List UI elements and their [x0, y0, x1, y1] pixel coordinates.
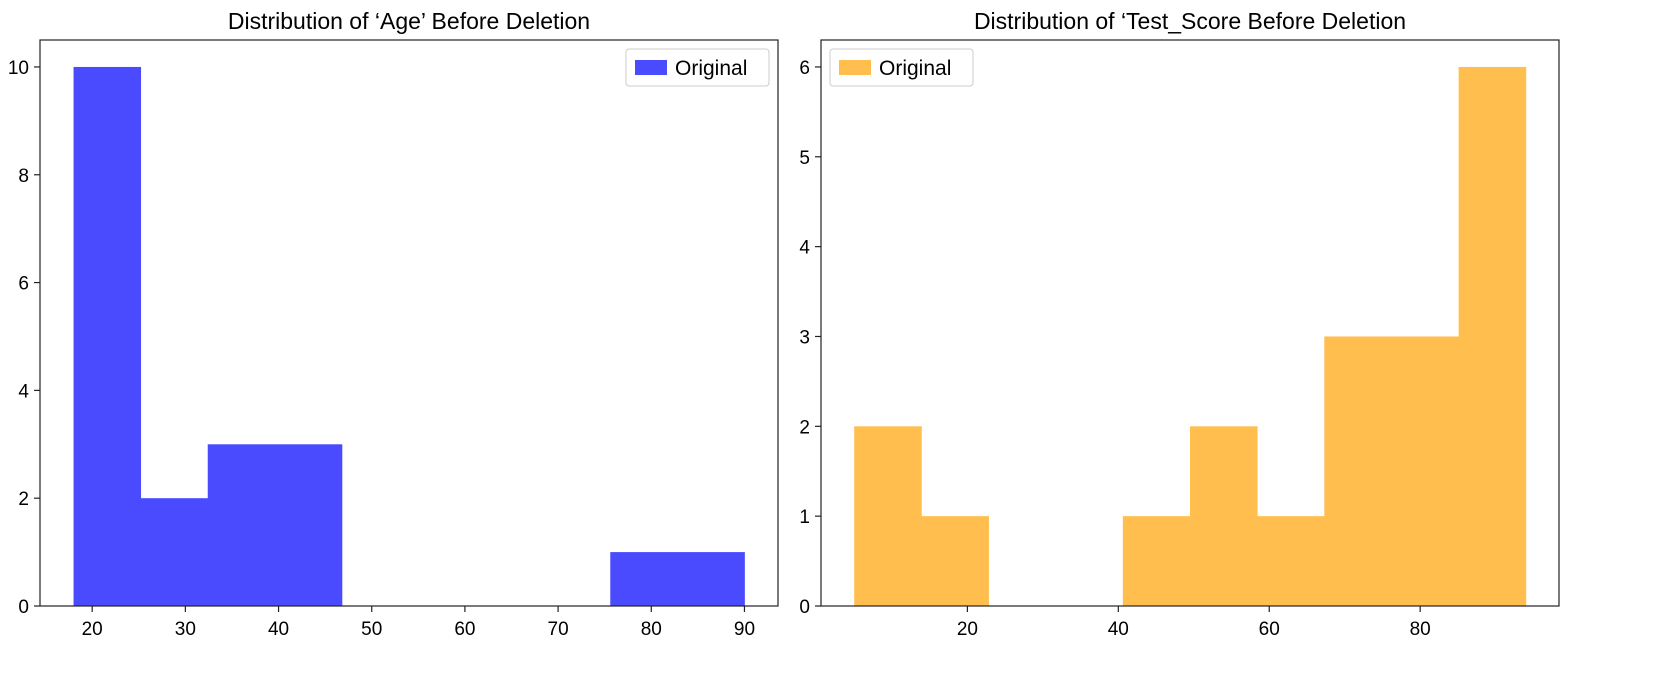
- age-chart-title: Distribution of ‘Age’ Before Deletion: [228, 8, 590, 34]
- age-y-tick-label: 4: [18, 381, 29, 402]
- age-x-tick-label: 40: [268, 619, 289, 640]
- age-bar: [274, 444, 343, 606]
- age-legend-swatch: [635, 60, 667, 75]
- age-x-tick-label: 50: [361, 619, 382, 640]
- test-score-axes-frame: [820, 39, 1560, 607]
- age-x-tick-label: 20: [82, 619, 103, 640]
- test-score-y-tick-label: 0: [799, 597, 810, 618]
- test-score-bar: [854, 426, 922, 606]
- test-score-x-tick-label: 60: [1259, 619, 1280, 640]
- age-axes-frame: [39, 39, 779, 607]
- test-score-bar: [1391, 336, 1460, 606]
- test-score-x-tick-label: 40: [1108, 619, 1129, 640]
- age-legend: Original: [625, 48, 770, 87]
- age-bar: [140, 498, 209, 606]
- age-x-tick-label: 70: [548, 619, 569, 640]
- test-score-y-tick-label: 2: [799, 417, 810, 438]
- age-legend-box: [625, 48, 770, 87]
- age-bar: [73, 66, 142, 606]
- test-score-x-tick-label: 20: [957, 619, 978, 640]
- test-score-bar: [921, 516, 989, 606]
- age-bar: [677, 552, 745, 606]
- test-score-chart-title: Distribution of ‘Test_Score Before Delet…: [974, 8, 1406, 34]
- test-score-legend-box: [829, 48, 974, 87]
- age-x-tick-label: 30: [175, 619, 196, 640]
- test-score-legend-swatch: [839, 60, 871, 75]
- age-legend-label: Original: [675, 57, 747, 80]
- age-histogram-panel: Distribution of ‘Age’ Before Deletion 20…: [8, 8, 779, 640]
- test-score-bar: [1458, 66, 1527, 606]
- age-x-tick-label: 60: [454, 619, 475, 640]
- test-score-bar: [1257, 516, 1325, 606]
- age-y-tick-label: 6: [18, 274, 29, 295]
- age-x-tick-label: 80: [641, 619, 662, 640]
- age-bar: [610, 552, 678, 606]
- age-bar: [207, 444, 276, 606]
- test-score-x-tick-label: 80: [1410, 619, 1431, 640]
- age-bars: [73, 66, 745, 606]
- test-score-y-tick-label: 6: [799, 58, 810, 79]
- age-y-tick-label: 8: [18, 166, 29, 187]
- test-score-histogram-panel: Distribution of ‘Test_Score Before Delet…: [799, 8, 1560, 640]
- age-x-tick-label: 90: [734, 619, 755, 640]
- test-score-bars: [854, 66, 1527, 606]
- age-y-tick-label: 2: [18, 489, 29, 510]
- age-y-tick-label: 0: [18, 597, 29, 618]
- test-score-bar: [1190, 426, 1258, 606]
- test-score-y-tick-label: 4: [799, 238, 810, 259]
- test-score-bar: [1324, 336, 1392, 606]
- test-score-y-tick-label: 3: [799, 327, 810, 348]
- test-score-bar: [1122, 516, 1191, 606]
- test-score-legend-label: Original: [879, 57, 951, 80]
- test-score-y-tick-label: 1: [799, 507, 810, 528]
- test-score-y-tick-label: 5: [799, 148, 810, 169]
- age-y-tick-label: 10: [8, 58, 29, 79]
- test-score-legend: Original: [829, 48, 974, 87]
